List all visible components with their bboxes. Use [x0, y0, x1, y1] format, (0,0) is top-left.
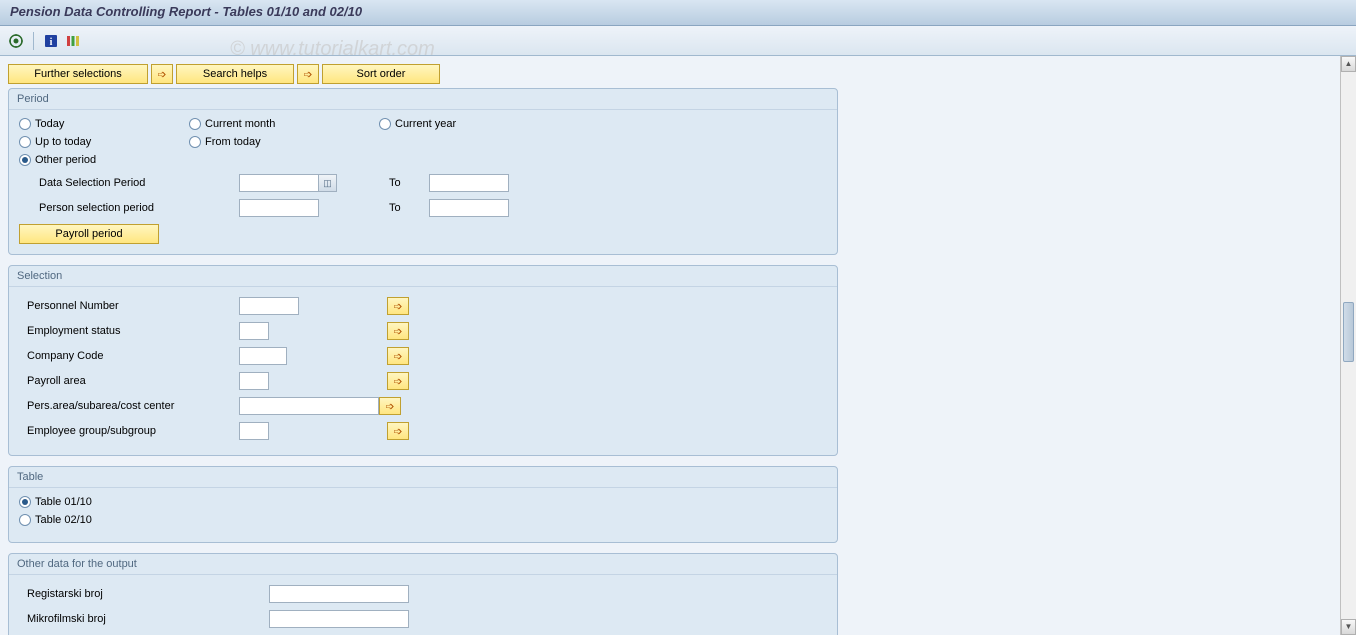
radio-table-02[interactable]: Table 02/10	[19, 514, 92, 526]
radio-today[interactable]: Today	[19, 118, 189, 130]
mikro-input[interactable]	[269, 610, 409, 628]
radio-current-month[interactable]: Current month	[189, 118, 379, 130]
to-label: To	[389, 177, 429, 189]
selection-group: Selection Personnel Number ➩ Employment …	[8, 265, 838, 456]
pers-area-input[interactable]	[239, 397, 379, 415]
pers-area-label: Pers.area/subarea/cost center	[19, 400, 239, 412]
info-icon[interactable]: i	[43, 33, 59, 49]
arrow-right-icon: ➩	[393, 350, 402, 363]
further-selections-button[interactable]: Further selections	[8, 64, 148, 84]
other-data-group: Other data for the output Registarski br…	[8, 553, 838, 635]
payroll-area-input[interactable]	[239, 372, 269, 390]
toolbar-separator	[33, 32, 34, 50]
svg-text:i: i	[50, 37, 53, 48]
selection-title: Selection	[9, 266, 837, 287]
payroll-period-button[interactable]: Payroll period	[19, 224, 159, 244]
calendar-icon[interactable]: ◫	[319, 174, 337, 192]
company-multi-button[interactable]: ➩	[387, 347, 409, 365]
person-selection-to[interactable]	[429, 199, 509, 217]
scroll-down-icon[interactable]: ▼	[1341, 619, 1356, 635]
arrow-right-icon: ➩	[157, 68, 166, 81]
emp-group-multi-button[interactable]: ➩	[387, 422, 409, 440]
arrow-right-icon: ➩	[393, 375, 402, 388]
search-helps-button[interactable]: Search helps	[176, 64, 294, 84]
vertical-scrollbar[interactable]: ▲ ▼	[1340, 56, 1356, 635]
arrow-right-icon: ➩	[385, 400, 394, 413]
data-selection-label: Data Selection Period	[19, 177, 239, 189]
emp-group-label: Employee group/subgroup	[19, 425, 239, 437]
content-wrapper: Further selections ➩ Search helps ➩ Sort…	[0, 56, 1356, 635]
radio-from-today[interactable]: From today	[189, 136, 379, 148]
payroll-area-label: Payroll area	[19, 375, 239, 387]
personnel-multi-button[interactable]: ➩	[387, 297, 409, 315]
emp-group-input[interactable]	[239, 422, 269, 440]
data-selection-to[interactable]	[429, 174, 509, 192]
content-area: Further selections ➩ Search helps ➩ Sort…	[0, 56, 1340, 635]
emp-status-label: Employment status	[19, 325, 239, 337]
data-selection-from[interactable]: ◫	[239, 174, 337, 192]
payroll-area-multi-button[interactable]: ➩	[387, 372, 409, 390]
radio-up-to-today[interactable]: Up to today	[19, 136, 189, 148]
toolbar: i	[0, 26, 1356, 56]
reg-input[interactable]	[269, 585, 409, 603]
scroll-thumb[interactable]	[1343, 302, 1354, 362]
personnel-label: Personnel Number	[19, 300, 239, 312]
radio-current-year[interactable]: Current year	[379, 118, 569, 130]
period-title: Period	[9, 89, 837, 110]
mikro-label: Mikrofilmski broj	[19, 613, 269, 625]
arrow-right-icon: ➩	[393, 325, 402, 338]
arrow-right-icon: ➩	[393, 300, 402, 313]
scroll-up-icon[interactable]: ▲	[1341, 56, 1356, 72]
search-arrow-button[interactable]: ➩	[297, 64, 319, 84]
emp-status-input[interactable]	[239, 322, 269, 340]
to-label: To	[389, 202, 429, 214]
table-group: Table Table 01/10 Table 02/10	[8, 466, 838, 543]
pers-area-multi-button[interactable]: ➩	[379, 397, 401, 415]
execute-icon[interactable]	[8, 33, 24, 49]
person-selection-from[interactable]	[239, 199, 319, 217]
variant-icon[interactable]	[65, 33, 81, 49]
company-label: Company Code	[19, 350, 239, 362]
personnel-input[interactable]	[239, 297, 299, 315]
other-data-title: Other data for the output	[9, 554, 837, 575]
title-bar: Pension Data Controlling Report - Tables…	[0, 0, 1356, 26]
page-title: Pension Data Controlling Report - Tables…	[10, 4, 362, 19]
person-selection-label: Person selection period	[19, 202, 239, 214]
company-input[interactable]	[239, 347, 287, 365]
further-arrow-button[interactable]: ➩	[151, 64, 173, 84]
arrow-right-icon: ➩	[393, 425, 402, 438]
emp-status-multi-button[interactable]: ➩	[387, 322, 409, 340]
radio-table-01[interactable]: Table 01/10	[19, 496, 92, 508]
table-title: Table	[9, 467, 837, 488]
period-group: Period Today Current month Current year …	[8, 88, 838, 255]
arrow-right-icon: ➩	[303, 68, 312, 81]
button-row: Further selections ➩ Search helps ➩ Sort…	[8, 64, 1332, 84]
reg-label: Registarski broj	[19, 588, 269, 600]
radio-other-period[interactable]: Other period	[19, 154, 189, 166]
sort-order-button[interactable]: Sort order	[322, 64, 440, 84]
